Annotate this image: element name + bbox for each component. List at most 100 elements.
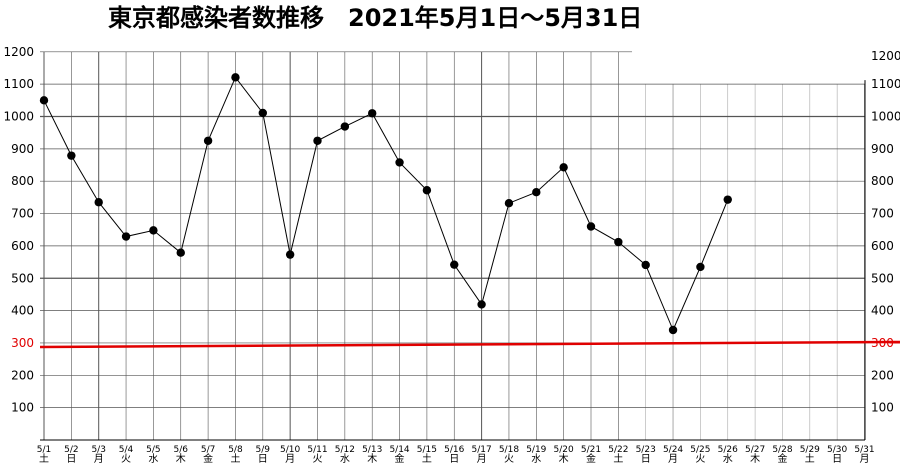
- y-tick-label-right: 700: [871, 207, 894, 221]
- data-point: [203, 136, 213, 145]
- x-tick-label-weekday: 火: [504, 453, 514, 463]
- x-tick-label-weekday: 日: [641, 454, 651, 463]
- x-tick-label-date: 5/16: [444, 445, 464, 455]
- data-point: [504, 198, 514, 208]
- x-tick-label-date: 5/6: [174, 445, 189, 455]
- x-tick-label-date: 5/11: [307, 445, 327, 455]
- data-point: [39, 96, 49, 105]
- y-tick-label-left: 1000: [3, 110, 34, 124]
- x-tick-label-date: 5/23: [636, 445, 656, 455]
- x-tick-label-date: 5/1: [37, 445, 51, 455]
- x-tick-label-weekday: 水: [148, 453, 158, 463]
- x-tick-label-weekday: 日: [66, 454, 76, 463]
- y-tick-label-left: 1100: [3, 77, 34, 91]
- data-point: [586, 222, 596, 231]
- x-tick-label-date: 5/20: [554, 445, 574, 455]
- x-tick-label-date: 5/2: [64, 445, 78, 455]
- x-tick-label-date: 5/21: [581, 445, 601, 455]
- y-tick-label-left: 1200: [3, 45, 34, 59]
- data-point: [696, 262, 705, 272]
- y-tick-label-left: 500: [11, 271, 34, 285]
- data-point: [285, 250, 295, 259]
- reference-line: [39, 340, 900, 349]
- x-tick-label-date: 5/14: [389, 445, 409, 455]
- x-tick-label-date: 5/4: [119, 445, 134, 455]
- data-point: [149, 226, 158, 235]
- y-tick-label-right: 100: [871, 401, 894, 415]
- y-tick-label-right: 500: [871, 271, 894, 285]
- data-point: [614, 237, 623, 247]
- y-tick-label-right: 200: [871, 368, 894, 382]
- data-point: [422, 186, 432, 195]
- x-tick-label-date: 5/9: [256, 445, 271, 455]
- x-tick-label-weekday: 金: [586, 452, 596, 463]
- y-tick-label-right: 1200: [871, 49, 900, 63]
- x-tick-label-date: 5/19: [526, 445, 546, 455]
- data-point: [641, 260, 650, 270]
- x-tick-label-weekday: 水: [531, 453, 541, 463]
- y-tick-label-left: 800: [11, 174, 34, 188]
- data-point: [450, 260, 459, 269]
- y-tick-label-right: 1100: [871, 77, 900, 91]
- x-tick-label-date: 5/26: [718, 445, 738, 455]
- data-point: [94, 198, 103, 207]
- data-point: [395, 158, 404, 167]
- x-tick-label-weekday: 土: [230, 452, 240, 463]
- data-point: [176, 248, 185, 257]
- y-tick-label-left: 200: [11, 368, 34, 382]
- data-point: [121, 232, 131, 241]
- data-point: [67, 151, 76, 160]
- y-axis-left: 100 200 300 400 500 600 700 800 900 1000 1100 1200: [3, 45, 34, 415]
- x-tick-label-date: 5/3: [91, 445, 105, 455]
- x-tick-label-date: 5/29: [800, 445, 820, 455]
- x-tick-label-date: 5/28: [772, 445, 792, 455]
- x-tick-label-weekday: 木: [559, 453, 569, 463]
- x-tick-label-date: 5/24: [663, 445, 683, 455]
- x-tick-label-date: 5/18: [499, 445, 519, 455]
- x-tick-label-date: 5/7: [201, 445, 215, 455]
- series-daily-cases: [39, 73, 732, 335]
- x-tick-label-weekday: 金: [777, 452, 787, 463]
- x-tick-label-date: 5/30: [827, 445, 847, 455]
- x-tick-label-weekday: 火: [695, 453, 705, 463]
- x-tick-label-weekday: 水: [340, 453, 350, 463]
- x-tick-label-weekday: 月: [668, 453, 678, 463]
- x-tick-label-weekday: 火: [313, 453, 323, 463]
- x-tick-label-date: 5/17: [471, 445, 491, 455]
- x-tick-label-weekday: 火: [121, 453, 131, 463]
- y-tick-label-left: 900: [11, 142, 34, 156]
- x-tick-label-weekday: 月: [285, 453, 295, 463]
- data-point: [313, 136, 322, 145]
- data-point: [340, 122, 350, 131]
- data-point: [723, 195, 732, 204]
- x-tick-label-weekday: 月: [860, 453, 870, 463]
- data-point: [668, 325, 678, 335]
- x-tick-label-date: 5/31: [854, 445, 874, 455]
- x-tick-label-date: 5/15: [417, 445, 437, 455]
- x-tick-label-weekday: 金: [203, 452, 213, 463]
- x-tick-label-date: 5/22: [608, 445, 628, 455]
- y-tick-label-right: 900: [871, 142, 894, 156]
- x-tick-label-weekday: 水: [723, 453, 733, 463]
- x-tick-label-weekday: 日: [258, 454, 268, 463]
- y-tick-label-left: 300: [11, 336, 34, 350]
- x-tick-label-date: 5/13: [362, 445, 382, 455]
- y-tick-label-left: 100: [11, 401, 34, 415]
- x-tick-label-date: 5/27: [745, 445, 765, 455]
- x-tick-label-date: 5/25: [690, 445, 710, 455]
- data-point: [559, 163, 568, 172]
- x-tick-label-weekday: 木: [367, 453, 377, 463]
- x-tick-label-weekday: 日: [449, 454, 459, 463]
- x-tick-label-date: 5/8: [228, 445, 243, 455]
- chart-title: 東京都感染者数推移 2021年5月1日～5月31日: [108, 4, 642, 32]
- series-line: [43, 76, 729, 332]
- y-tick-label-right: 800: [871, 174, 894, 188]
- data-point: [258, 108, 267, 118]
- y-tick-label-right: 600: [871, 239, 894, 253]
- y-tick-label-left: 600: [11, 239, 34, 253]
- x-tick-label-weekday: 土: [805, 452, 815, 463]
- y-tick-label-left: 700: [11, 207, 34, 221]
- y-tick-label-left: 400: [11, 304, 34, 318]
